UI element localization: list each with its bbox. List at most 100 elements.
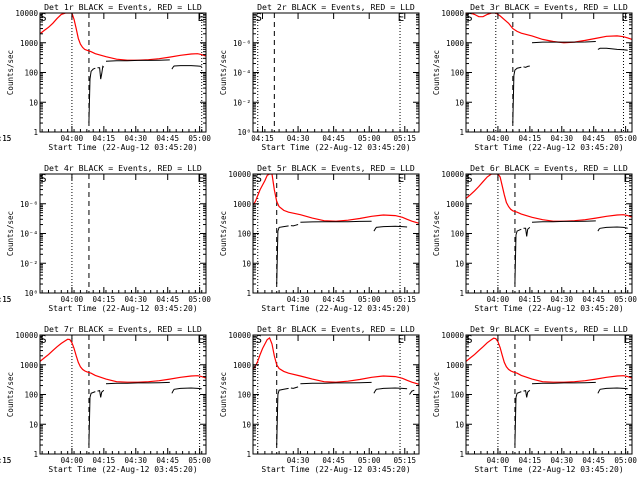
events-series-line bbox=[597, 387, 628, 394]
x-tick-label: 04:00 bbox=[61, 456, 84, 465]
x-tick-label: 05:00 bbox=[614, 295, 637, 304]
y-axis-label: Counts/sec bbox=[6, 211, 15, 256]
x-tick-label: 04:45 bbox=[582, 295, 605, 304]
x-tick-label: 05:15 bbox=[0, 134, 11, 143]
panel-title: Det 6r BLACK = Events, RED = LLD bbox=[470, 163, 628, 173]
x-tick-label: 04:30 bbox=[124, 134, 147, 143]
y-tick-label: 10000 bbox=[15, 9, 38, 18]
x-tick-label: 05:15 bbox=[393, 456, 416, 465]
time-marker-S: S bbox=[40, 333, 47, 346]
x-tick-label: 04:45 bbox=[322, 456, 345, 465]
y-axis-label: Counts/sec bbox=[432, 50, 441, 95]
x-tick-label: 04:45 bbox=[582, 456, 605, 465]
y-tick-label: 10000 bbox=[441, 170, 464, 179]
panel-title: Det 7r BLACK = Events, RED = LLD bbox=[44, 324, 202, 334]
x-tick-label: 04:30 bbox=[287, 134, 310, 143]
lld-series-line bbox=[40, 338, 206, 383]
events-series-line bbox=[409, 389, 415, 395]
plot-frame bbox=[465, 173, 633, 294]
events-series-line bbox=[105, 381, 170, 385]
x-tick-label: 05:00 bbox=[358, 134, 381, 143]
x-tick-label: 04:30 bbox=[287, 456, 310, 465]
events-series-line bbox=[523, 65, 530, 68]
events-series-line bbox=[290, 386, 299, 389]
x-tick-label: 05:00 bbox=[614, 456, 637, 465]
x-tick-label: 04:15 bbox=[519, 134, 542, 143]
x-tick-label: 04:00 bbox=[61, 134, 84, 143]
y-tick-label: 10⁻² bbox=[20, 259, 38, 268]
series-group bbox=[253, 174, 419, 285]
y-axis-label: Counts/sec bbox=[6, 372, 15, 417]
time-marker-S: S bbox=[466, 333, 473, 346]
events-series-line bbox=[597, 226, 628, 232]
x-tick-label: 04:45 bbox=[156, 295, 179, 304]
x-axis-label: Start Time (22-Aug-12 03:45:20) bbox=[261, 143, 410, 152]
x-tick-label: 04:15 bbox=[251, 134, 274, 143]
y-tick-label: 10000 bbox=[228, 170, 251, 179]
events-series-line bbox=[276, 225, 289, 285]
y-tick-label: 10 bbox=[29, 98, 39, 107]
y-tick-label: 100 bbox=[24, 391, 38, 400]
x-axis-label: Start Time (22-Aug-12 03:45:20) bbox=[261, 465, 410, 474]
plot-frame bbox=[252, 12, 420, 133]
x-tick-label: 04:30 bbox=[550, 295, 573, 304]
time-marker-E: E bbox=[197, 172, 204, 185]
lld-series-line bbox=[466, 337, 632, 383]
y-tick-label: 10⁰ bbox=[237, 128, 251, 137]
y-tick-label: 1 bbox=[459, 289, 464, 298]
events-series-line bbox=[373, 387, 408, 394]
y-tick-label: 100 bbox=[237, 391, 251, 400]
x-tick-label: 04:45 bbox=[582, 134, 605, 143]
lld-series-line bbox=[466, 13, 632, 44]
time-marker-S: S bbox=[40, 11, 47, 24]
plot-frame bbox=[465, 12, 633, 133]
x-tick-label: 04:30 bbox=[124, 295, 147, 304]
y-tick-label: 1 bbox=[459, 450, 464, 459]
x-tick-label: 04:00 bbox=[487, 134, 510, 143]
series-group bbox=[466, 174, 632, 285]
events-series-line bbox=[290, 224, 299, 227]
x-tick-label: 04:30 bbox=[287, 295, 310, 304]
events-series-line bbox=[300, 381, 372, 385]
panel-title: Det 4r BLACK = Events, RED = LLD bbox=[44, 163, 202, 173]
y-tick-label: 100 bbox=[24, 69, 38, 78]
x-axis-label: Start Time (22-Aug-12 03:45:20) bbox=[48, 143, 197, 152]
y-tick-label: 1000 bbox=[446, 39, 465, 48]
time-marker-E: E bbox=[197, 333, 204, 346]
time-marker-E: E bbox=[623, 172, 630, 185]
y-tick-label: 100 bbox=[237, 230, 251, 239]
time-marker-E: E bbox=[398, 172, 405, 185]
series-group bbox=[466, 337, 632, 446]
series-group bbox=[40, 13, 206, 124]
events-series-line bbox=[88, 67, 96, 124]
x-tick-label: 04:45 bbox=[322, 295, 345, 304]
plot-frame bbox=[39, 173, 207, 294]
lld-series-line bbox=[253, 174, 419, 224]
x-axis-label: Start Time (22-Aug-12 03:45:20) bbox=[48, 465, 197, 474]
events-series-line bbox=[88, 391, 96, 446]
events-series-line bbox=[97, 65, 105, 80]
x-axis-label: Start Time (22-Aug-12 03:45:20) bbox=[474, 143, 623, 152]
panel-title: Det 3r BLACK = Events, RED = LLD bbox=[470, 2, 628, 12]
panel-title: Det 2r BLACK = Events, RED = LLD bbox=[257, 2, 415, 12]
time-marker-E: E bbox=[398, 333, 405, 346]
time-marker-S: S bbox=[255, 333, 262, 346]
time-marker-E: E bbox=[197, 11, 204, 24]
y-tick-label: 100 bbox=[450, 69, 464, 78]
y-axis-label: Counts/sec bbox=[432, 211, 441, 256]
y-tick-label: 10⁻⁴ bbox=[20, 230, 38, 239]
y-tick-label: 10⁰ bbox=[24, 289, 38, 298]
y-tick-label: 10⁻² bbox=[233, 98, 251, 107]
x-tick-label: 04:30 bbox=[550, 456, 573, 465]
events-series-line bbox=[523, 389, 531, 398]
y-tick-label: 10 bbox=[455, 420, 465, 429]
series-group bbox=[40, 338, 206, 446]
x-tick-label: 04:45 bbox=[156, 456, 179, 465]
y-tick-label: 1000 bbox=[233, 361, 252, 370]
y-tick-label: 1000 bbox=[446, 361, 465, 370]
